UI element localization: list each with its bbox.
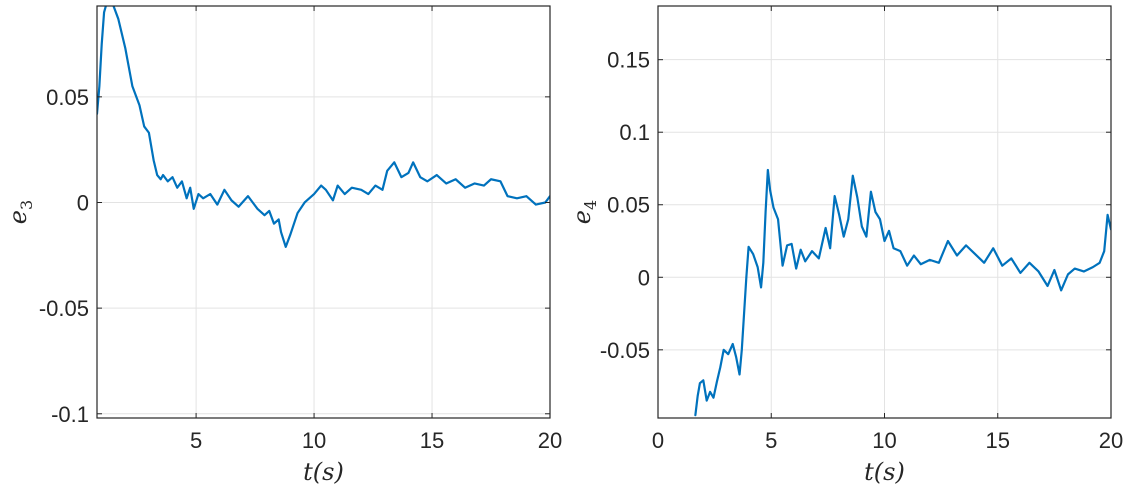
y-tick-label: 0.15 [607, 48, 650, 73]
plot-frame [96, 5, 551, 419]
chart-e3: 5 10 15 20 -0.1 -0.05 0 0.05 t(s) e3 [4, 5, 562, 486]
x-tick-label: 5 [190, 428, 202, 453]
chart-e4: 0 5 10 15 20 -0.05 0 0.05 0.1 0.15 t(s) e4 [568, 5, 1123, 486]
x-tick-label: 5 [765, 428, 777, 453]
y-tick-label: 0 [77, 190, 89, 215]
x-tick-label: 10 [302, 428, 326, 453]
y-tick-label: 0.05 [607, 193, 650, 218]
y-axis-label: e4 [568, 200, 600, 224]
y-tick-label: -0.1 [51, 402, 89, 427]
x-tick-label: 10 [872, 428, 896, 453]
x-tick-label: 15 [420, 428, 444, 453]
y-tick-label: 0 [638, 265, 650, 290]
x-axis-label: t(s) [303, 458, 344, 486]
y-tick-label: -0.05 [39, 296, 89, 321]
y-axis-label-subscript: 3 [17, 200, 36, 210]
y-tick-label: 0.05 [46, 85, 89, 110]
x-tick-label: 20 [1099, 428, 1123, 453]
series-line [694, 168, 1111, 417]
x-tick-label: 20 [538, 428, 562, 453]
y-axis-label-subscript: 4 [581, 200, 600, 210]
y-tick-label: -0.05 [600, 338, 650, 363]
series-line [97, 6, 550, 248]
y-axis-label: e3 [4, 200, 36, 224]
y-tick-label: 0.1 [619, 120, 650, 145]
x-tick-label: 0 [652, 428, 664, 453]
x-tick-label: 15 [986, 428, 1010, 453]
x-axis-label: t(s) [864, 458, 905, 486]
